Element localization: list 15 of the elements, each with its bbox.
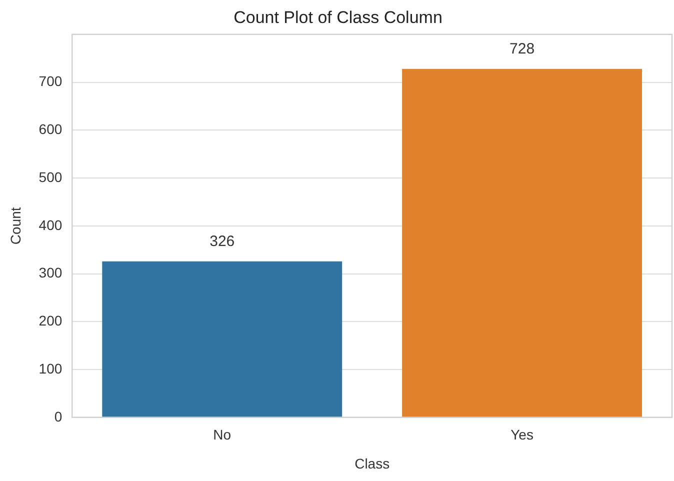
chart-title: Count Plot of Class Column (234, 8, 442, 27)
y-tick-label: 0 (54, 408, 62, 424)
x-axis-title: Class (354, 455, 390, 472)
y-tick-label: 100 (38, 360, 62, 376)
y-tick-label: 500 (38, 168, 62, 185)
x-tick-label: No (213, 426, 232, 443)
data-label: 728 (510, 40, 535, 58)
y-axis-title: Count (7, 207, 24, 245)
y-tick-label: 700 (38, 73, 62, 90)
y-tick-label: 200 (38, 312, 62, 329)
x-tick-label: Yes (510, 426, 534, 443)
y-tick-label: 300 (38, 264, 62, 281)
y-tick-label: 600 (38, 121, 62, 138)
y-tick-label: 400 (38, 216, 62, 233)
data-label: 326 (210, 232, 235, 250)
